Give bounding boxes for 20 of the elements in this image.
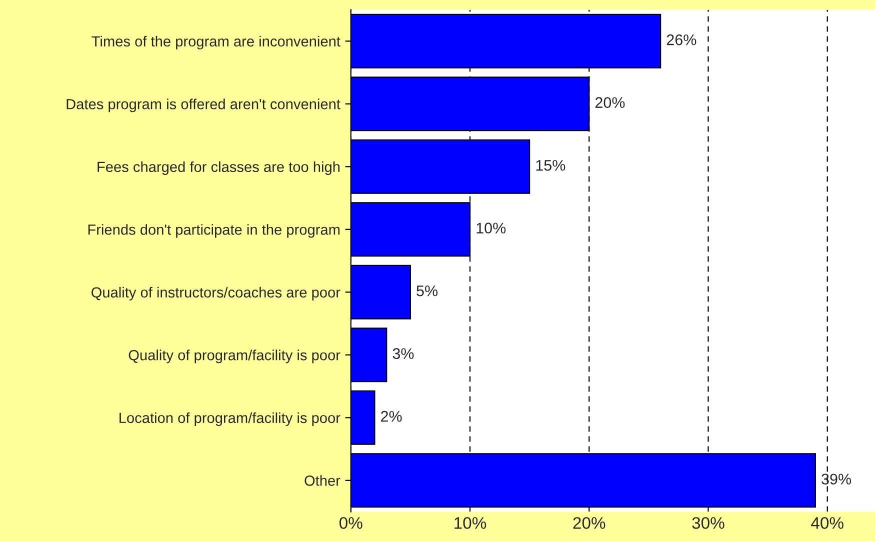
data-label: 26% [666,34,696,46]
data-label: 15% [536,160,566,171]
y-tick-label: Friends don't participate in the program [88,224,340,238]
y-tick-label: Quality of instructors/coaches are poor [92,286,340,300]
data-label: 10% [476,222,506,234]
x-tick-label: 20% [573,517,606,529]
y-tick-label: Location of program/facility is poor [120,412,340,426]
x-tick-label: 10% [454,517,486,529]
x-tick-label: 40% [811,517,844,529]
data-label: 2% [381,410,402,422]
data-label: 5% [416,285,438,296]
data-label: 20% [595,97,625,108]
data-label: 3% [392,348,414,359]
y-tick-label: Dates program is offered aren't convenient [66,98,340,112]
x-tick-label: 30% [692,517,724,529]
y-tick-label: Times of the program are inconvenient [92,36,340,50]
x-tick-label: 0% [339,517,362,529]
y-tick-label: Quality of program/facility is poor [128,350,340,364]
y-tick-label: Other [304,475,340,486]
y-tick-label: Fees charged for classes are too high [98,161,340,175]
